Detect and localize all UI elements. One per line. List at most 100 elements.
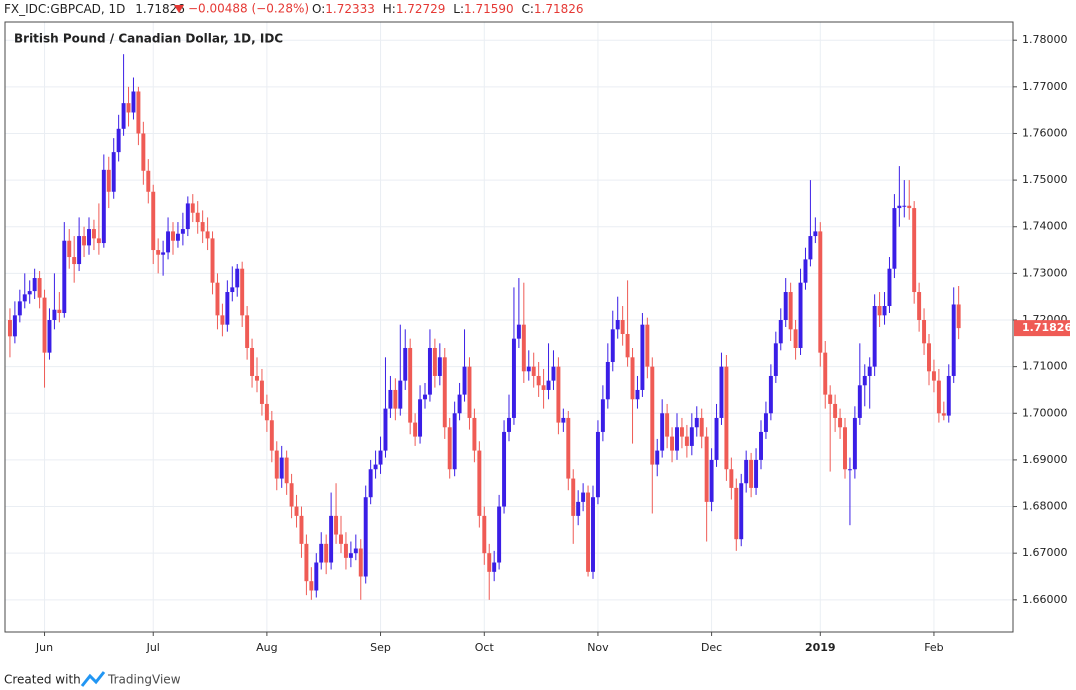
y-tick-label: 1.73000 (1022, 266, 1068, 279)
down-arrow (174, 5, 184, 13)
candle-body (161, 252, 166, 255)
candle-body (788, 292, 793, 330)
change: −0.00488 (−0.28%) (188, 2, 309, 16)
candles (7, 54, 961, 600)
candle-body (437, 357, 442, 376)
x-tick-label: Aug (256, 641, 277, 654)
last-price-label: 1.71826 (1022, 321, 1072, 334)
candle-body (581, 492, 586, 502)
candle-body (576, 501, 581, 516)
candle-body (87, 229, 91, 246)
candle-body (388, 389, 393, 409)
candle-body (91, 229, 96, 239)
candle-body (773, 343, 778, 376)
candle-body (951, 304, 956, 376)
candle-body (620, 320, 625, 334)
candle-body (749, 459, 754, 488)
candle-body (235, 268, 240, 288)
candle-body (477, 450, 482, 516)
x-tick-label: Oct (475, 641, 495, 654)
candle-body (759, 431, 763, 460)
y-tick-label: 1.69000 (1022, 453, 1068, 466)
candle-body (956, 304, 961, 329)
candle-body (497, 506, 502, 563)
y-tick-label: 1.66000 (1022, 593, 1068, 606)
candle-body (67, 240, 72, 258)
candle-body (289, 483, 294, 507)
candle-body (818, 231, 823, 353)
candle-body (754, 459, 759, 488)
candle-body (240, 268, 245, 316)
candle-body (670, 436, 675, 451)
candle-body (546, 380, 551, 390)
candle-body (867, 366, 872, 376)
candle-body (403, 347, 408, 381)
candle-body (250, 347, 255, 376)
candle-body (27, 291, 32, 295)
candle-body (625, 333, 630, 358)
last: 1.71826 (135, 2, 185, 16)
candle-body (813, 231, 818, 237)
l-value: 1.71590 (464, 2, 514, 16)
candle-body (151, 191, 156, 251)
candle-body (823, 352, 828, 395)
candle-body (635, 389, 640, 400)
plot-frame (4, 21, 1014, 633)
grid (5, 22, 1013, 632)
o-value: 1.72333 (325, 2, 375, 16)
candle-body (427, 347, 432, 395)
candle-body (72, 257, 77, 265)
o-label: O: (312, 2, 325, 16)
y-tick-label: 1.70000 (1022, 406, 1068, 419)
candle-body (32, 278, 37, 292)
candle-body (847, 469, 852, 471)
candle-body (200, 222, 205, 232)
candle-body (931, 371, 936, 381)
candle-body (689, 427, 694, 446)
candle-body (408, 347, 413, 423)
candle-body (941, 413, 946, 416)
candle-body (833, 403, 838, 418)
candle-body (600, 399, 605, 432)
y-tick-label: 1.75000 (1022, 173, 1068, 186)
candle-body (299, 515, 304, 544)
ohlc: O:1.72333 H:1.72729 L:1.71590 C:1.71826 (312, 2, 584, 16)
candle-body (205, 231, 210, 239)
candle-body (215, 282, 220, 316)
symbol: FX_IDC:GBPCAD, 1D (4, 2, 125, 16)
x-tick-label: Sep (370, 641, 391, 654)
candle-body (571, 478, 576, 516)
h-value: 1.72729 (396, 2, 446, 16)
candle-body (729, 469, 734, 488)
candle-body (699, 417, 704, 437)
candle-body (536, 375, 541, 386)
candle-body (96, 238, 101, 244)
candle-body (111, 152, 116, 192)
y-tick-label: 1.78000 (1022, 33, 1068, 46)
candle-body (724, 366, 729, 470)
candle-body (284, 457, 289, 484)
candle-body (502, 431, 507, 507)
candle-body (615, 320, 620, 330)
candle-body (358, 548, 363, 577)
x-tick-label: 2019 (805, 641, 836, 654)
candle-body (220, 315, 225, 325)
candle-body (595, 431, 600, 498)
candle-body (442, 357, 447, 428)
x-tick-label: Feb (924, 641, 943, 654)
candle-body (892, 208, 897, 269)
candle-body (279, 457, 284, 479)
candle-body (798, 282, 803, 348)
candle-body (467, 366, 472, 418)
candle-body (679, 427, 684, 437)
candle-body (605, 361, 610, 400)
candle-body (946, 375, 951, 416)
candle-body (264, 403, 269, 421)
candle-body (778, 320, 783, 344)
candle-body (927, 343, 931, 372)
candle-body (339, 534, 343, 544)
y-tick-label: 1.68000 (1022, 500, 1068, 513)
candle-body (368, 469, 373, 498)
candle-body (82, 236, 87, 246)
candle-body (225, 292, 230, 325)
